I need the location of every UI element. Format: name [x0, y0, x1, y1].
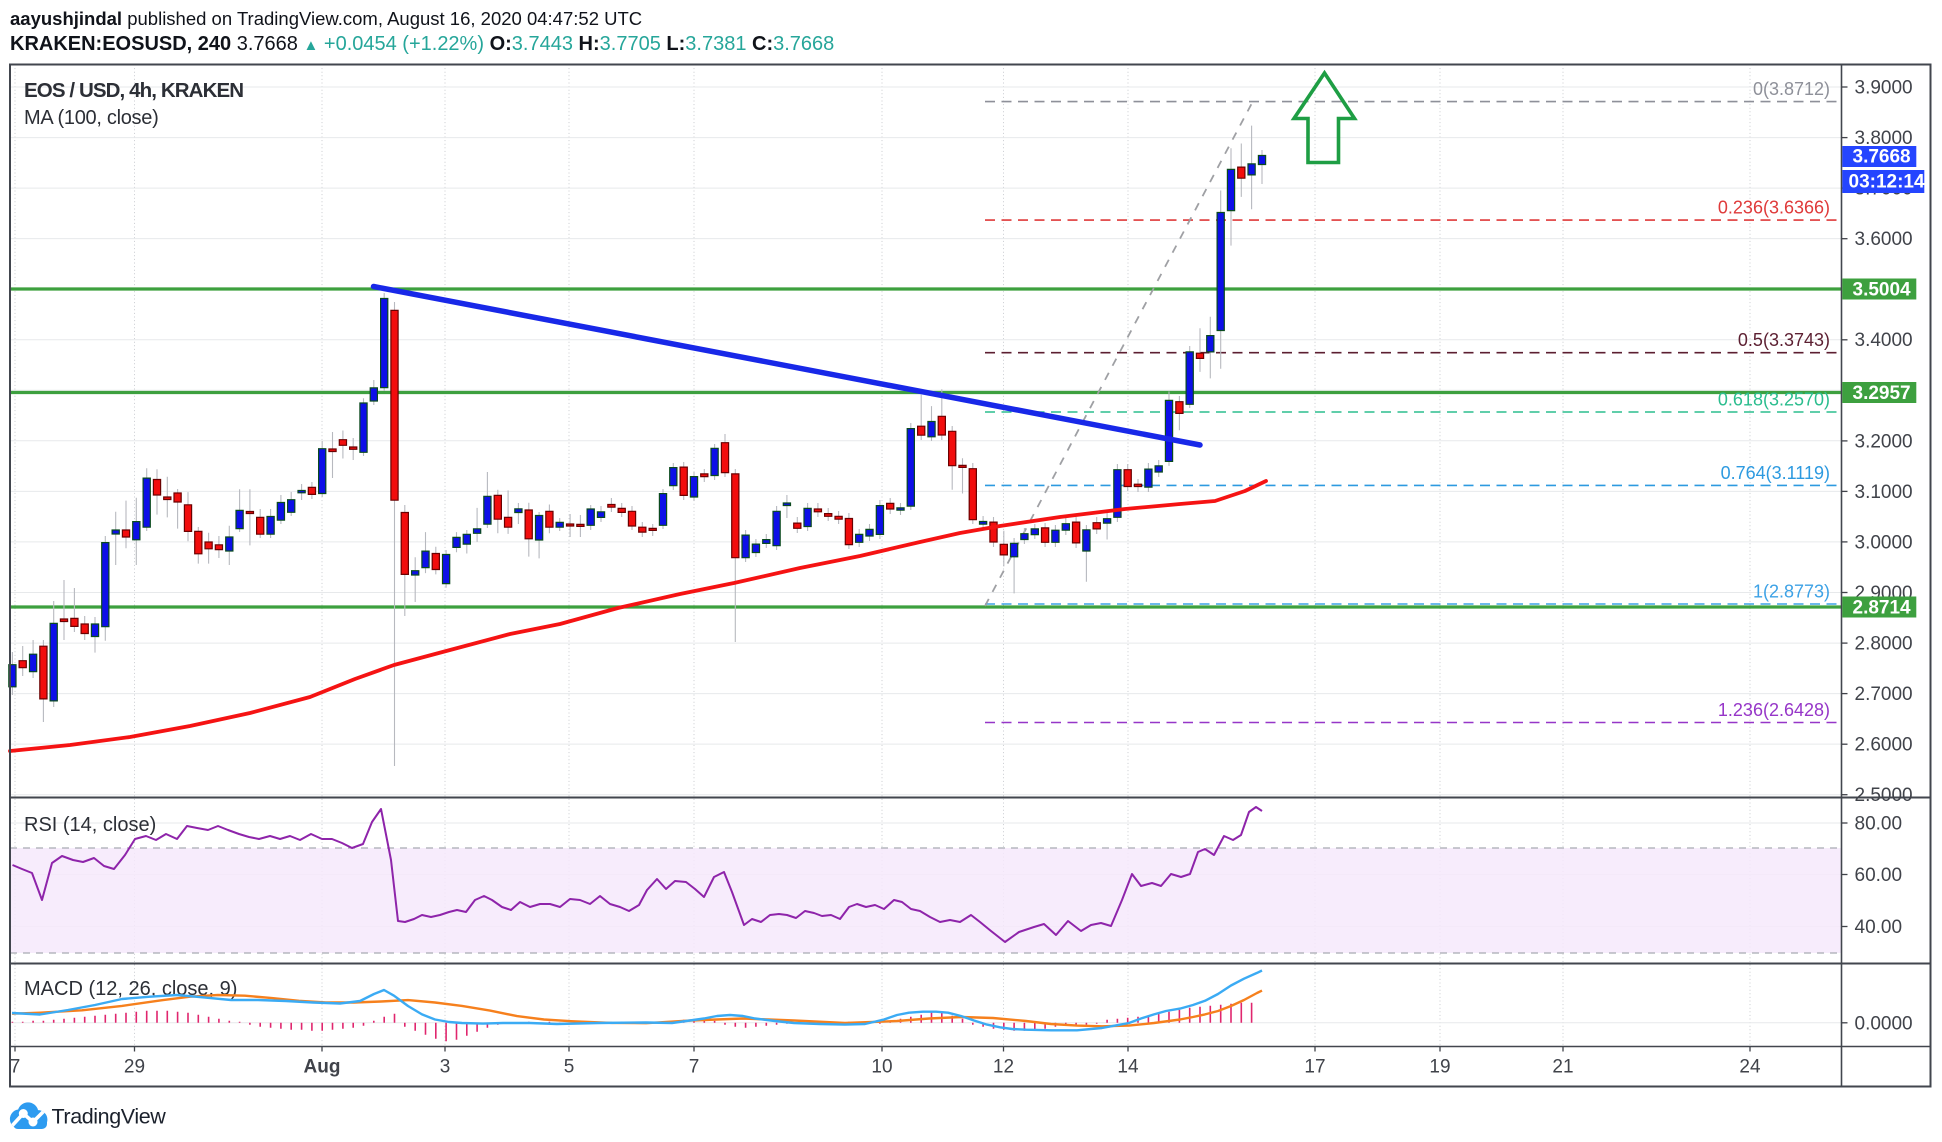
svg-text:40.00: 40.00 — [1855, 917, 1903, 938]
svg-text:2.6000: 2.6000 — [1855, 735, 1913, 756]
svg-text:0.0000: 0.0000 — [1855, 1013, 1913, 1034]
svg-text:10: 10 — [871, 1057, 892, 1078]
svg-text:2.7000: 2.7000 — [1855, 684, 1913, 705]
svg-text:Aug: Aug — [304, 1057, 341, 1078]
svg-text:3: 3 — [440, 1057, 451, 1078]
svg-text:1(2.8773): 1(2.8773) — [1753, 582, 1830, 602]
svg-text:0.764(3.1119): 0.764(3.1119) — [1721, 463, 1830, 483]
svg-text:1.236(2.6428): 1.236(2.6428) — [1718, 700, 1830, 720]
svg-text:80.00: 80.00 — [1855, 814, 1903, 835]
svg-text:3.5004: 3.5004 — [1853, 280, 1912, 301]
svg-text:3.7668: 3.7668 — [1853, 147, 1911, 168]
svg-text:3.0000: 3.0000 — [1855, 532, 1913, 553]
svg-text:7: 7 — [689, 1057, 700, 1078]
svg-text:24: 24 — [1739, 1057, 1761, 1078]
svg-text:21: 21 — [1552, 1057, 1573, 1078]
svg-text:19: 19 — [1429, 1057, 1450, 1078]
svg-text:KRAKEN:EOSUSD, 240 3.7668 ▲ +: KRAKEN:EOSUSD, 240 3.7668 ▲ +0.0454 (+1.… — [10, 33, 834, 55]
svg-text:0.236(3.6366): 0.236(3.6366) — [1718, 198, 1830, 218]
svg-text:RSI (14, close): RSI (14, close) — [24, 814, 156, 836]
svg-text:29: 29 — [124, 1057, 145, 1078]
svg-text:3.6000: 3.6000 — [1855, 229, 1913, 250]
svg-text:0.618(3.2570): 0.618(3.2570) — [1718, 390, 1830, 410]
svg-text:17: 17 — [1304, 1057, 1325, 1078]
svg-text:14: 14 — [1117, 1057, 1139, 1078]
svg-text:EOS / USD, 4h, KRAKEN: EOS / USD, 4h, KRAKEN — [24, 79, 243, 102]
svg-text:3.2957: 3.2957 — [1853, 383, 1911, 404]
svg-text:MA (100, close): MA (100, close) — [24, 107, 158, 129]
svg-text:60.00: 60.00 — [1855, 865, 1903, 886]
svg-text:2.5000: 2.5000 — [1855, 785, 1913, 806]
svg-text:3.1000: 3.1000 — [1855, 482, 1913, 503]
svg-text:03:12:14: 03:12:14 — [1849, 172, 1925, 193]
svg-text:3.2000: 3.2000 — [1855, 431, 1913, 452]
svg-text:5: 5 — [564, 1057, 575, 1078]
svg-text:12: 12 — [993, 1057, 1014, 1078]
svg-text:aayushjindal published on Trad: aayushjindal published on TradingView.co… — [10, 8, 642, 29]
svg-text:2.8000: 2.8000 — [1855, 634, 1913, 655]
svg-text:TradingView: TradingView — [52, 1105, 167, 1129]
svg-text:2.8714: 2.8714 — [1853, 598, 1912, 619]
svg-text:3.8000: 3.8000 — [1855, 128, 1913, 149]
svg-text:7: 7 — [10, 1057, 21, 1078]
svg-text:3.9000: 3.9000 — [1855, 78, 1913, 99]
svg-text:3.4000: 3.4000 — [1855, 330, 1913, 351]
svg-text:0.5(3.3743): 0.5(3.3743) — [1738, 330, 1830, 350]
svg-text:0(3.8712): 0(3.8712) — [1753, 79, 1830, 99]
